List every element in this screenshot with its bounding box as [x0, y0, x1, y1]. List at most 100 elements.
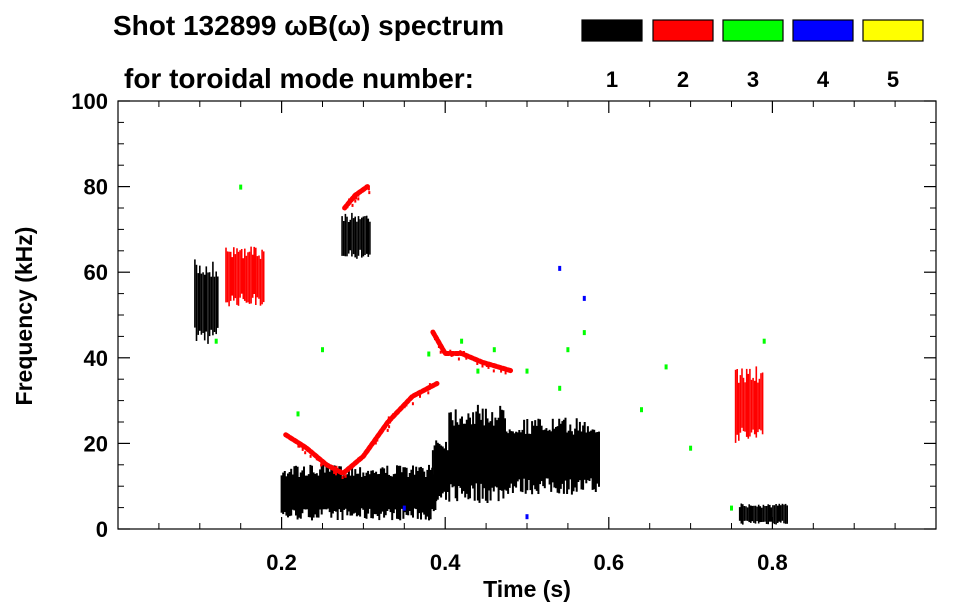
legend-swatch-mode-2	[652, 19, 714, 42]
mode-2-speck	[348, 198, 351, 202]
mode-2-speck	[297, 444, 300, 448]
mode-3-point	[640, 407, 643, 413]
mode-2-speck	[419, 394, 421, 398]
legend-label-mode-5: 5	[887, 67, 899, 92]
mode-3-point	[239, 184, 243, 190]
mode-2-speck	[438, 343, 441, 346]
mode-2-speck	[364, 186, 367, 190]
mode-2-speck	[449, 349, 452, 353]
legend-swatch-mode-5	[862, 19, 924, 42]
y-tick-label: 100	[71, 89, 108, 114]
x-tick-label: 0.4	[430, 550, 461, 575]
mode-2-trace-line	[342, 184, 370, 211]
mode-2-speck	[347, 468, 350, 472]
chart-title-line1: Shot 132899 ωB(ω) spectrum	[113, 10, 504, 41]
mode-2-speck	[465, 356, 468, 360]
mode-2-speck	[492, 369, 495, 373]
mode-2-speck	[481, 364, 484, 368]
legend-label-mode-4: 4	[817, 67, 830, 92]
mode-2-speck	[500, 369, 503, 373]
chart-title-line2: for toroidal mode number:	[124, 63, 474, 94]
mode-2-speck	[374, 438, 377, 442]
mode-2-speck	[485, 364, 488, 367]
mode-4-point	[582, 295, 586, 301]
mode-3-point	[296, 411, 300, 417]
mode-2-speck	[439, 350, 442, 354]
mode-2-speck	[304, 451, 307, 455]
mode-4-point	[402, 505, 406, 511]
mode-2-speck	[309, 454, 312, 458]
mode-2-speck	[476, 362, 479, 365]
mode-3-point	[730, 505, 733, 511]
mode-2-speck	[333, 470, 336, 474]
mode-3-point	[460, 338, 464, 344]
legend-label-mode-2: 2	[677, 67, 689, 92]
y-tick-label: 20	[84, 431, 108, 456]
mode-legend: 1 2 3 4 5	[581, 19, 924, 92]
y-tick-label: 40	[84, 346, 108, 371]
mode-2-speck	[298, 444, 301, 448]
x-tick-label: 0.6	[594, 550, 625, 575]
mode-2-speck	[437, 345, 440, 348]
legend-swatch-mode-4	[792, 19, 854, 42]
mode-2-speck	[351, 203, 354, 207]
mode-2-speck	[334, 470, 337, 474]
mode-2-speck	[361, 188, 364, 192]
y-axis-label: Frequency (kHz)	[11, 227, 37, 406]
mode-3-point	[582, 330, 586, 336]
mode-2-speck	[341, 476, 344, 479]
mode-2-speck	[376, 438, 379, 442]
mode-2-speck	[354, 199, 357, 203]
mode-3-point	[689, 445, 693, 451]
mode-3-point	[427, 351, 431, 357]
y-tick-label: 80	[84, 175, 108, 200]
mode-2-speck	[462, 351, 465, 354]
mode-2-speck	[303, 444, 306, 448]
mode-2-speck	[447, 353, 450, 356]
mode-2-speck	[367, 187, 370, 191]
mode-2-speck	[405, 403, 408, 407]
mode-2-speck	[459, 350, 462, 354]
mode-1-band-4	[448, 404, 506, 503]
spectrum-data	[194, 184, 789, 525]
mode-2-speck	[432, 331, 435, 335]
mode-2-blob-10	[225, 246, 265, 307]
legend-label-mode-3: 3	[747, 67, 759, 92]
mode-2-speck	[335, 472, 337, 476]
mode-3-scatter-12	[214, 184, 766, 511]
mode-2-speck	[357, 457, 360, 461]
mode-2-speck	[434, 337, 436, 341]
mode-2-speck	[504, 371, 507, 375]
mode-2-speck	[386, 428, 389, 432]
x-axis-label: Time (s)	[483, 576, 571, 602]
mode-2-speck	[364, 184, 367, 188]
mode-3-point	[476, 368, 480, 374]
mode-1-blob-1	[341, 212, 371, 259]
mode-2-speck	[355, 196, 358, 200]
y-tick-label: 0	[96, 517, 108, 542]
mode-2-speck	[387, 416, 390, 420]
legend-label-mode-1: 1	[606, 67, 618, 92]
mode-2-speck	[335, 465, 338, 469]
mode-2-speck	[458, 351, 461, 355]
mode-3-point	[321, 347, 324, 353]
mode-2-speck	[388, 425, 391, 429]
mode-3-point	[762, 338, 766, 344]
mode-2-speck	[411, 402, 414, 406]
mode-2-speck	[357, 197, 360, 201]
mode-2-speck	[315, 457, 318, 461]
mode-1-blob-6	[738, 503, 789, 525]
mode-2-speck	[355, 461, 358, 465]
mode-1-blob-0	[194, 259, 219, 344]
mode-2-speck	[344, 474, 347, 478]
mode-2-speck	[450, 353, 453, 357]
mode-2-speck	[317, 458, 320, 461]
mode-2-speck	[429, 384, 432, 388]
mode-2-speck	[392, 413, 394, 417]
mode-2-speck	[427, 391, 430, 395]
mode-2-speck	[436, 381, 439, 385]
mode-2-speck	[403, 405, 406, 409]
mode-2-speck	[389, 420, 392, 424]
mode-2-trace-7	[283, 381, 440, 479]
mode-2-speck	[326, 464, 328, 468]
